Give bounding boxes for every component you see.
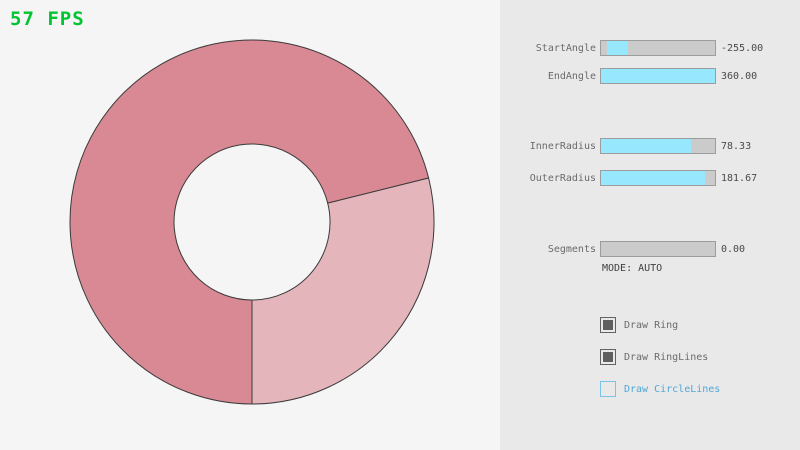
fps-counter: 57 FPS [10, 8, 85, 30]
draw-ring-checkbox[interactable] [600, 317, 616, 333]
end-angle-slider-fill [601, 69, 715, 83]
outer-radius-label: OuterRadius [529, 173, 596, 184]
inner-radius-slider[interactable] [600, 138, 716, 154]
end-angle-slider[interactable] [600, 68, 716, 84]
draw-ringlines-checkbox-row: Draw RingLines [600, 349, 800, 365]
draw-ringlines-checkbox[interactable] [600, 349, 616, 365]
segments-mode-label: MODE: AUTO [602, 263, 663, 274]
start-angle-row: StartAngle -255.00 [500, 40, 800, 56]
draw-circlelines-checkbox[interactable] [600, 381, 616, 397]
inner-radius-value: 78.33 [721, 141, 752, 152]
segments-value: 0.00 [721, 244, 746, 255]
inner-radius-slider-fill [601, 139, 692, 153]
segments-label: Segments [547, 244, 596, 255]
start-angle-slider-handle[interactable] [606, 41, 629, 55]
segments-row: Segments 0.00 [500, 241, 800, 257]
start-angle-value: -255.00 [721, 43, 764, 54]
end-angle-value: 360.00 [721, 71, 758, 82]
inner-radius-row: InnerRadius 78.33 [500, 138, 800, 154]
outer-radius-value: 181.67 [721, 173, 758, 184]
draw-ring-checkbox-row: Draw Ring [600, 317, 800, 333]
draw-ringlines-label: Draw RingLines [624, 352, 709, 363]
draw-circlelines-checkbox-row: Draw CircleLines [600, 381, 800, 397]
outer-radius-row: OuterRadius 181.67 [500, 170, 800, 186]
start-angle-slider[interactable] [600, 40, 716, 56]
outer-radius-slider[interactable] [600, 170, 716, 186]
ring-drawing [69, 39, 435, 405]
segments-slider[interactable] [600, 241, 716, 257]
draw-circlelines-label: Draw CircleLines [624, 384, 721, 395]
draw-ring-label: Draw Ring [624, 320, 679, 331]
render-canvas[interactable]: 57 FPS [0, 0, 500, 450]
ring-segment-light [251, 177, 435, 405]
ring-segment-dark [69, 39, 430, 405]
end-angle-row: EndAngle 360.00 [500, 68, 800, 84]
control-panel: StartAngle -255.00 EndAngle 360.00 Inner… [500, 0, 800, 450]
end-angle-label: EndAngle [547, 71, 596, 82]
inner-radius-label: InnerRadius [529, 141, 596, 152]
start-angle-label: StartAngle [535, 43, 596, 54]
outer-radius-slider-fill [601, 171, 705, 185]
